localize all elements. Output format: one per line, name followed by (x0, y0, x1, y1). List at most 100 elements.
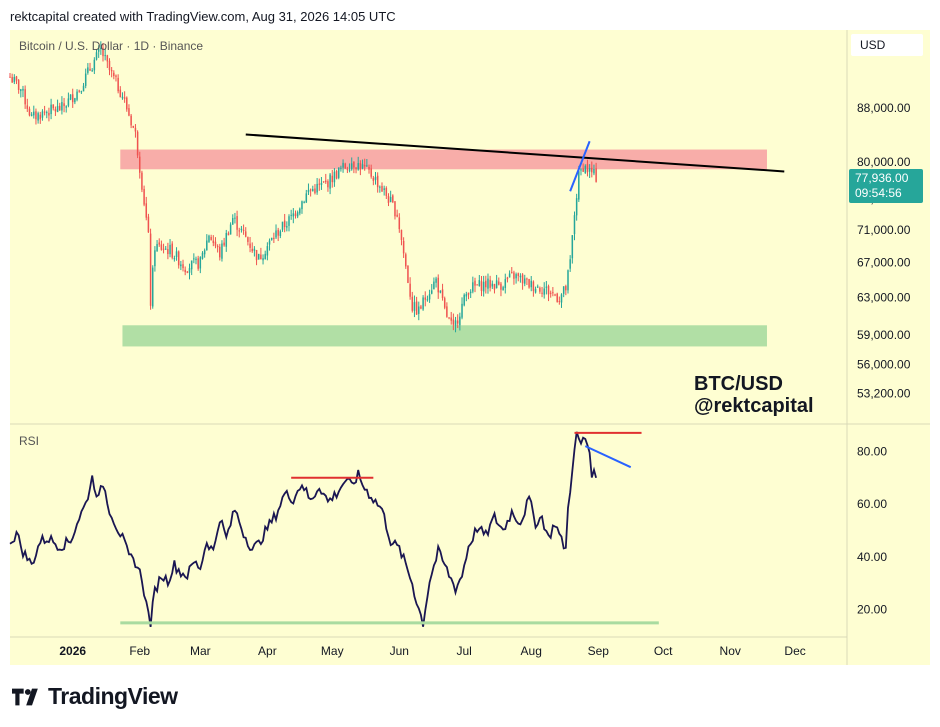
time-tick-label: Nov (720, 644, 741, 658)
candle-body (275, 230, 277, 238)
time-tick-label: May (321, 644, 344, 658)
trendline-line (245, 133, 785, 173)
candle-body (281, 221, 284, 230)
candle-body (17, 80, 20, 90)
candle-body (407, 266, 409, 283)
rsi-axis[interactable]: 80.00 60.00 40.00 20.00 (857, 444, 887, 616)
candle-body (565, 286, 567, 291)
candle-body (491, 283, 494, 287)
tradingview-wordmark: TradingView (48, 683, 178, 709)
candle-body (409, 283, 411, 297)
candle-body (439, 290, 442, 293)
candle-body (214, 241, 217, 246)
candle-body (158, 242, 160, 245)
candle-body (476, 284, 478, 286)
time-tick-label: Oct (654, 644, 673, 658)
candle-body (348, 169, 351, 171)
candle-body (199, 257, 202, 269)
candle-body (545, 286, 548, 288)
candle-body (37, 113, 39, 121)
candle-body (286, 226, 288, 228)
tradingview-logo[interactable]: TradingView (12, 683, 178, 710)
candle-body (511, 272, 513, 274)
candle-body (335, 170, 338, 179)
candle-body (539, 287, 541, 292)
candle-body (266, 246, 269, 256)
candle-body (201, 252, 204, 259)
candle-body (177, 251, 180, 266)
rsi-label: RSI (19, 434, 39, 448)
candle-body (411, 296, 414, 311)
candle-body (556, 293, 558, 302)
candle-body (56, 106, 59, 113)
time-axis[interactable]: 2026 Feb Mar Apr May Jun Jul Aug Sep Oct Nov Dec (59, 644, 805, 658)
candle-body (389, 197, 392, 203)
candle-body (506, 277, 509, 280)
tradingview-logo-icon (12, 688, 38, 705)
candle-body (307, 189, 310, 193)
candle-body (104, 55, 106, 57)
candle-body (89, 68, 91, 71)
candle-body (11, 77, 13, 83)
candle-body (571, 235, 574, 259)
candle-body (167, 249, 169, 255)
candle-body (123, 97, 126, 99)
candle-body (467, 292, 470, 295)
candle-body (322, 181, 325, 183)
candle-body (331, 175, 334, 183)
candle-body (376, 175, 379, 188)
candle-body (452, 319, 455, 325)
watermark-handle: @rektcapital (694, 395, 814, 417)
candle-body (292, 213, 295, 217)
candle-body (277, 229, 279, 236)
price-tick-label: 59,000.00 (857, 328, 911, 342)
candle-body (517, 273, 520, 277)
candle-body (195, 258, 197, 261)
candle-body (487, 278, 489, 289)
candle-body (182, 264, 184, 269)
candle-body (454, 320, 457, 326)
candle-body (346, 168, 349, 170)
candle-body (253, 248, 256, 251)
candle-body (35, 111, 37, 120)
candle-body (260, 254, 262, 260)
candle-body (130, 115, 132, 126)
price-tick-label: 88,000.00 (857, 101, 911, 115)
candle-body (578, 171, 580, 200)
breakout-line (569, 140, 591, 192)
candle-body (160, 244, 163, 250)
candle-body (567, 270, 569, 291)
candle-body (257, 253, 260, 260)
price-chart[interactable]: 88,000.0080,000.0075,000.0071,000.0067,0… (0, 0, 940, 670)
candle-body (498, 281, 500, 285)
candle-body (91, 70, 93, 72)
candle-body (212, 240, 215, 244)
candle-body (251, 248, 253, 252)
candle-body (145, 203, 148, 218)
candle-body (588, 168, 591, 172)
candle-body (534, 288, 537, 293)
candle-body (63, 103, 65, 107)
candle-body (353, 161, 355, 168)
candle-body (433, 281, 435, 290)
candle-body (221, 243, 223, 259)
candle-body (190, 260, 193, 270)
candle-body (543, 288, 545, 295)
candle-body (320, 182, 323, 185)
candle-body (154, 250, 156, 267)
currency-box[interactable] (851, 34, 923, 56)
candle-body (115, 75, 117, 77)
candle-body (513, 272, 515, 279)
candle-body (495, 280, 498, 289)
candle-body (50, 104, 52, 115)
candle-body (398, 217, 401, 230)
time-tick-label: Jul (457, 644, 472, 658)
candle-body (402, 240, 405, 254)
candle-body (461, 303, 463, 318)
candle-body (387, 195, 390, 203)
candle-body (385, 187, 388, 196)
candle-body (580, 169, 582, 171)
candle-body (247, 237, 249, 242)
candle-body (405, 254, 407, 267)
candle-body (219, 246, 221, 258)
